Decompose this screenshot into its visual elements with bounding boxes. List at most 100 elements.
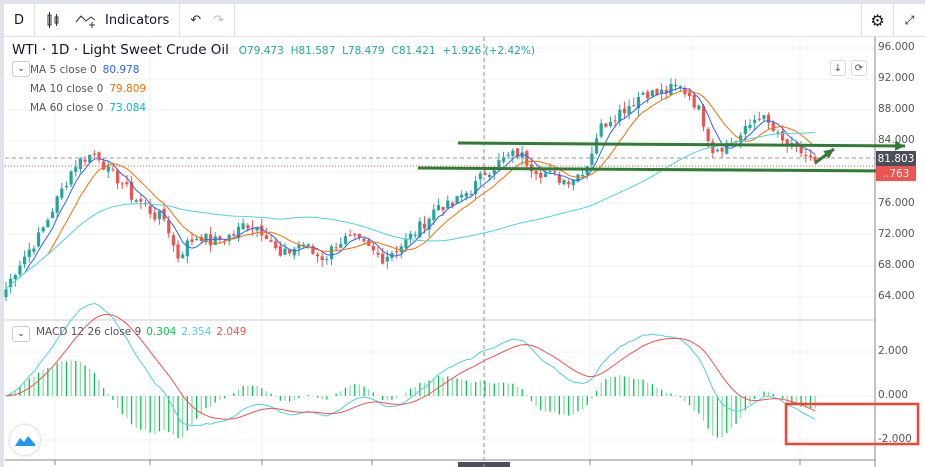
ma5-legend: MA 5 close 0 80.978 [30, 63, 140, 76]
undo-redo-group: ↶ ↷ [180, 4, 236, 36]
candle-body [441, 206, 445, 211]
candle-body [492, 170, 496, 174]
candle-body [692, 95, 696, 108]
ohlc-open: O79.473 [238, 45, 284, 57]
candle-body [9, 278, 13, 288]
left-border [0, 0, 4, 467]
candle-body [167, 220, 171, 234]
candle-body [92, 153, 96, 155]
chart-type-button[interactable]: Indicators [35, 4, 181, 36]
candle-body [767, 114, 771, 123]
candle-body [139, 199, 143, 202]
candle-body [748, 124, 752, 128]
redo-icon[interactable]: ↷ [213, 12, 225, 28]
price-axis-label: 72.000 [878, 227, 915, 240]
candle-body [241, 223, 245, 230]
candle-body [32, 248, 36, 252]
candle-body [292, 248, 296, 256]
candle-body [404, 239, 408, 248]
candle-body [50, 212, 55, 218]
candle-body [36, 232, 41, 247]
price-axis-label: 68.000 [878, 258, 915, 271]
macd-axis-label: 0.000 [878, 389, 909, 401]
candle-body [427, 218, 431, 230]
ma60-line [5, 132, 816, 290]
candle-body [343, 236, 348, 244]
candle-body [660, 89, 664, 94]
candle-body [381, 253, 385, 264]
candle-body [562, 180, 566, 185]
candle-body [446, 200, 450, 209]
candle-body [41, 227, 45, 232]
candle-body [288, 249, 292, 254]
candle-body [13, 274, 17, 280]
candle-body [543, 173, 547, 177]
chart-canvas[interactable] [0, 37, 925, 467]
candle-body [418, 221, 422, 237]
candles-icon [47, 12, 59, 28]
candle-body [129, 181, 134, 200]
candle-body [339, 243, 343, 248]
candle-body [376, 252, 380, 255]
candle-body [780, 131, 785, 141]
candle-body [632, 105, 636, 107]
candle-body [664, 89, 668, 94]
candle-body [646, 91, 650, 99]
reset-scale-button[interactable]: ⟳ [851, 60, 867, 76]
interval-button[interactable]: D [4, 4, 36, 36]
candle-body [204, 233, 208, 243]
candle-body [697, 105, 701, 110]
candle-body [464, 193, 468, 197]
candle-body [27, 249, 31, 257]
collapse-macd-button[interactable]: ⌄ [12, 326, 30, 342]
candle-body [111, 168, 115, 170]
candle-body [604, 123, 608, 127]
price-axis-label: 88.000 [878, 103, 915, 116]
symbol-legend: WTI · 1D · Light Sweet Crude Oil O79.473… [12, 42, 535, 117]
candle-body [334, 247, 338, 249]
ma10-legend: MA 10 close 0 79.809 [30, 82, 147, 95]
indicators-button[interactable]: Indicators [105, 12, 170, 28]
candle-body [125, 182, 129, 185]
candle-body [576, 174, 580, 182]
toolbar: D Indicators ↶ ↷ ⚙ ⤢ [4, 4, 925, 37]
candle-body [297, 244, 301, 249]
symbol-title: WTI · 1D · Light Sweet Crude Oil [12, 42, 229, 58]
candle-body [804, 155, 808, 157]
candle-body [213, 236, 217, 245]
undo-icon[interactable]: ↶ [190, 12, 202, 28]
settings-button[interactable]: ⚙ [861, 4, 893, 36]
candle-body [399, 246, 403, 253]
price-axis-label: 76.000 [878, 196, 915, 209]
tradingview-logo[interactable] [10, 425, 40, 455]
candle-body [557, 174, 561, 183]
candle-body [69, 171, 73, 185]
candle-body [55, 196, 59, 213]
ma60-legend: MA 60 close 0 73.084 [30, 101, 147, 114]
candle-body [60, 188, 64, 198]
candle-body [83, 159, 87, 162]
candle-body [674, 85, 678, 87]
candle-body [134, 200, 138, 202]
candle-body [613, 120, 617, 122]
ma5-line [24, 87, 816, 274]
candle-body [488, 175, 492, 177]
candle-body [725, 143, 729, 154]
resistance-trendline-head [895, 141, 905, 151]
candle-body [232, 234, 236, 236]
candle-body [785, 139, 789, 147]
candle-body [311, 246, 315, 254]
candle-body [757, 119, 761, 121]
candle-body [571, 179, 575, 186]
candle-body [520, 152, 524, 158]
collapse-legend-button[interactable]: ⌄ [12, 61, 30, 77]
candle-body [171, 235, 175, 246]
fullscreen-button[interactable]: ⤢ [893, 4, 925, 36]
candle-body [655, 88, 659, 95]
candle-body [260, 225, 264, 236]
signal-line [5, 313, 816, 420]
candle-body [720, 147, 724, 152]
fullscreen-icon: ⤢ [904, 12, 915, 27]
scroll-down-button[interactable]: ↓ [830, 60, 846, 76]
macd-axis-label: 2.000 [878, 345, 909, 357]
